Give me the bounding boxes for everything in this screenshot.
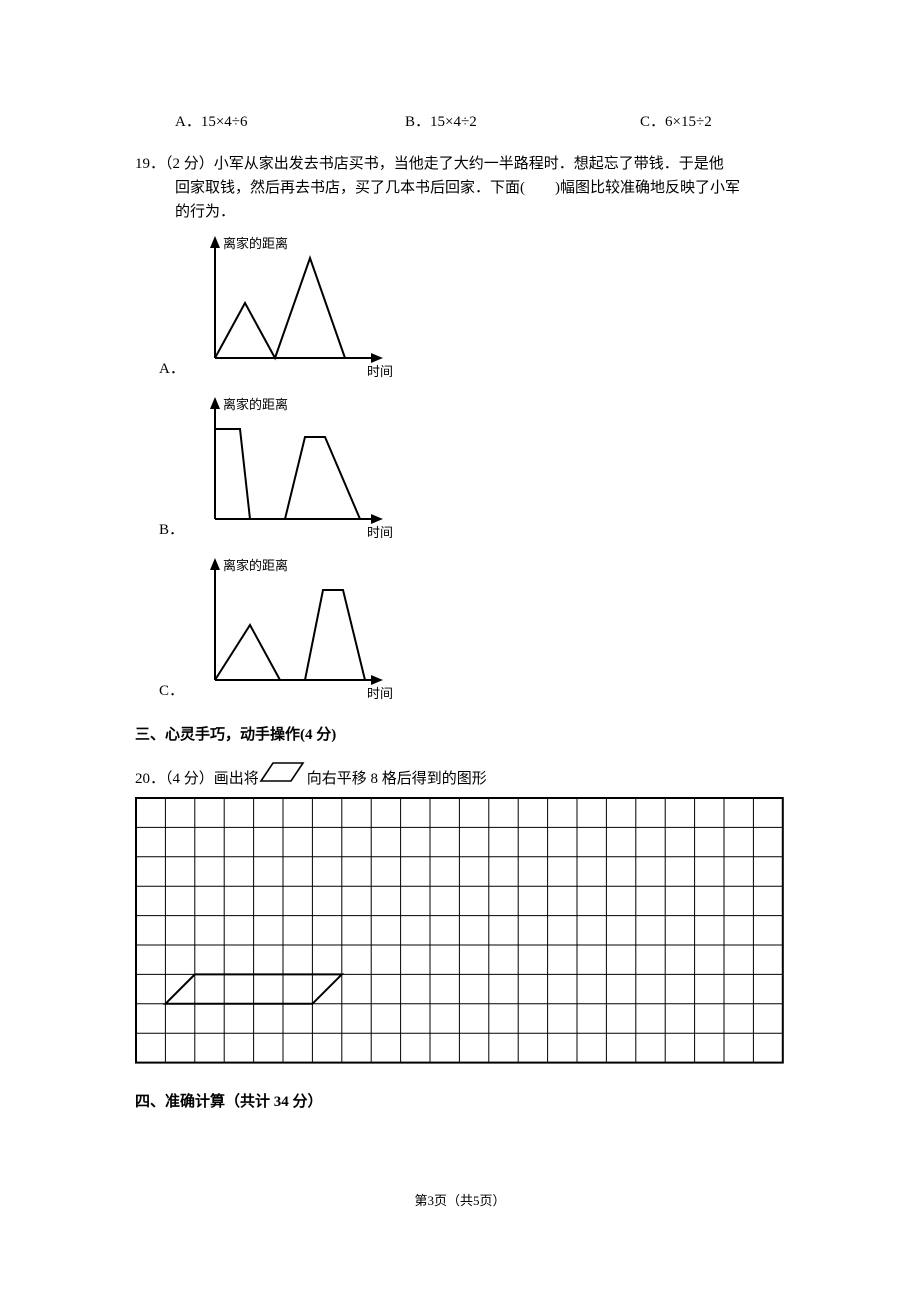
q19-graph-c: 离家的距离时间: [195, 550, 400, 705]
q19-graph-b-row: B． 离家的距离时间: [159, 389, 785, 544]
q19-line3: 的行为．: [135, 200, 785, 224]
choice-b: B．15×4÷2: [405, 110, 640, 134]
svg-text:时间: 时间: [367, 686, 393, 701]
q19-line2: 回家取钱，然后再去书店，买了几本书后回家．下面( )幅图比较准确地反映了小军: [135, 176, 785, 200]
q19-graph-a: 离家的距离时间: [195, 228, 400, 383]
section-4-title: 四、准确计算（共计 34 分）: [135, 1090, 785, 1114]
choice-c: C．6×15÷2: [640, 110, 712, 134]
svg-text:离家的距离: 离家的距离: [223, 397, 288, 412]
choice-b-label: B．: [405, 114, 430, 130]
section-3-title: 三、心灵手巧，动手操作(4 分): [135, 723, 785, 747]
choice-c-expr: 6×15÷2: [665, 114, 712, 130]
choice-a-expr: 15×4÷6: [201, 114, 248, 130]
choice-a-label: A．: [175, 114, 201, 130]
q19-number: 19．（2 分）: [135, 156, 214, 172]
q20-grid-figure: [135, 797, 785, 1072]
page-footer: 第3页（共5页）: [0, 1191, 920, 1212]
q19-opt-a-label: A．: [159, 357, 195, 383]
svg-text:离家的距离: 离家的距离: [223, 236, 288, 251]
q20-text-after: 向右平移 8 格后得到的图形: [307, 767, 487, 791]
parallelogram-icon: [259, 761, 307, 791]
q19-graph-b: 离家的距离时间: [195, 389, 400, 544]
answer-choices-row: A．15×4÷6 B．15×4÷2 C．6×15÷2: [175, 110, 785, 134]
q19-graph-a-row: A． 离家的距离时间: [159, 228, 785, 383]
svg-text:时间: 时间: [367, 364, 393, 379]
q19-graph-c-row: C． 离家的距离时间: [159, 550, 785, 705]
question-20: 20．（4 分） 画出将 向右平移 8 格后得到的图形: [135, 761, 785, 791]
q20-number: 20．（4 分）: [135, 767, 214, 791]
q19-graphs: A． 离家的距离时间 B． 离家的距离时间 C． 离家的距离时间: [159, 228, 785, 705]
q19-opt-c-label: C．: [159, 679, 195, 705]
svg-text:离家的距离: 离家的距离: [223, 558, 288, 573]
choice-b-expr: 15×4÷2: [430, 114, 477, 130]
q19-line1-text: 小军从家出发去书店买书，当他走了大约一半路程时．想起忘了带钱．于是他: [214, 156, 724, 172]
choice-a: A．15×4÷6: [175, 110, 405, 134]
q20-text-before: 画出将: [214, 767, 259, 791]
q19-opt-b-label: B．: [159, 518, 195, 544]
choice-c-label: C．: [640, 114, 665, 130]
question-19: 19．（2 分）小军从家出发去书店买书，当他走了大约一半路程时．想起忘了带钱．于…: [135, 152, 785, 224]
svg-text:时间: 时间: [367, 525, 393, 540]
q19-line1: 19．（2 分）小军从家出发去书店买书，当他走了大约一半路程时．想起忘了带钱．于…: [135, 152, 785, 176]
q20-grid: [135, 797, 784, 1064]
